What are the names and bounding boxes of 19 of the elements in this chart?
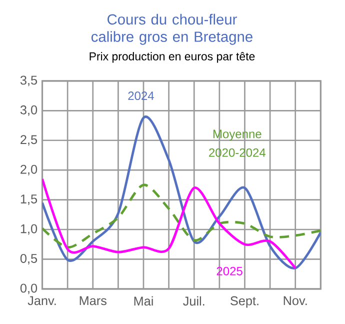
y-tick-label: 2,0 — [20, 164, 38, 176]
x-tick-label: Janv. — [28, 296, 56, 306]
y-tick-label: 1,0 — [20, 224, 38, 235]
y-tick-label: 3,0 — [20, 105, 38, 116]
chart-title: Cours du chou-fleur calibre gros en Bretagne — [92, 14, 252, 45]
x-tick-label: Juil. — [183, 296, 204, 306]
y-tick-label: 1,5 — [20, 194, 38, 205]
y-tick-label: 0,5 — [20, 254, 38, 264]
series-label: 2025 — [216, 266, 242, 276]
x-tick-label: Sept. — [230, 296, 258, 308]
x-tick-label: Mai — [134, 296, 153, 306]
x-tick-label: Mars — [80, 296, 106, 306]
line-series — [42, 184, 321, 249]
chart-subtitle: Prix production en euros par tête — [90, 52, 255, 63]
y-tick-label: 3,5 — [20, 76, 38, 86]
text: Moyenne 2020-2024 — [209, 130, 266, 157]
x-tick-label: Nov. — [284, 296, 307, 306]
y-tick-label: 2,5 — [20, 135, 38, 146]
y-tick-label: 0,0 — [20, 284, 38, 294]
